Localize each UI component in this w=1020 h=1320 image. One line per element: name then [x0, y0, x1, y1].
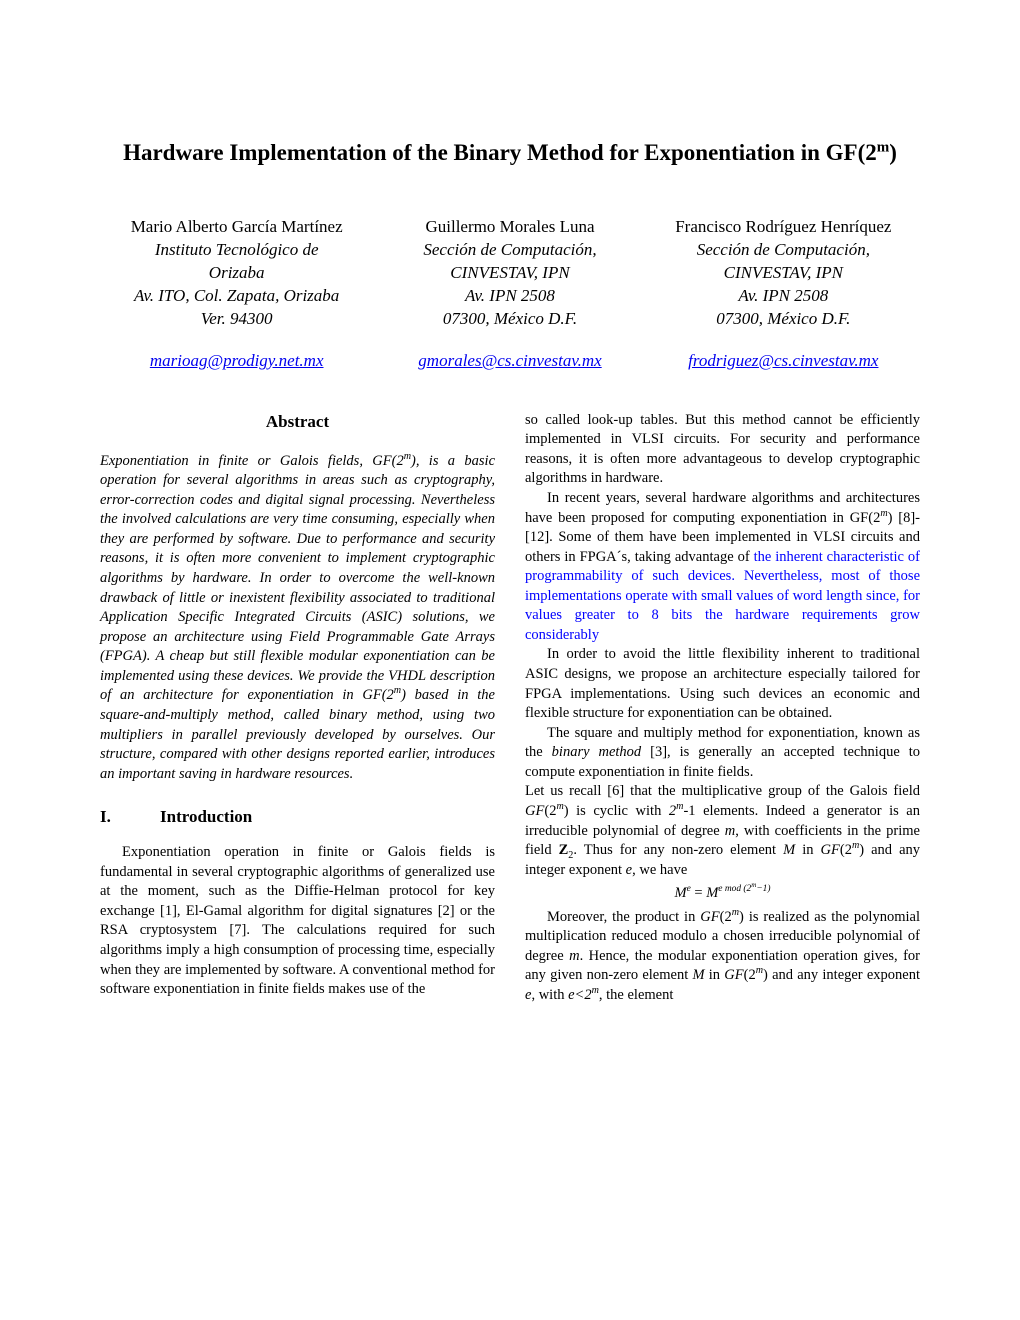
eq-M: M: [674, 885, 686, 901]
body-paragraph: Let us recall [6] that the multiplicativ…: [525, 782, 920, 880]
superscript-m: m: [852, 840, 859, 851]
italic-m: m: [725, 823, 735, 839]
body-paragraph: so called look-up tables. But this metho…: [525, 411, 920, 489]
author-affiliation: Sección de Computación,: [373, 239, 646, 262]
author-block-2: Guillermo Morales Luna Sección de Comput…: [373, 216, 646, 331]
body-text: , with: [531, 987, 568, 1003]
body-paragraph: Moreover, the product in GF(2m) is reali…: [525, 908, 920, 1006]
eq-equals: =: [691, 885, 706, 901]
italic-constraint: e<2: [568, 987, 591, 1003]
author-affiliation: CINVESTAV, IPN: [647, 262, 920, 285]
author-address: Ver. 94300: [100, 308, 373, 331]
italic-GF: GF: [700, 909, 719, 925]
abstract-paragraph: Exponentiation in finite or Galois field…: [100, 452, 495, 785]
superscript-m: m: [556, 801, 563, 812]
superscript-m: m: [592, 985, 599, 996]
section-1-heading: I.Introduction: [100, 806, 495, 829]
body-text: in: [705, 967, 725, 983]
author-address: 07300, México D.F.: [647, 308, 920, 331]
italic-m: m: [569, 948, 579, 964]
author-block-1: Mario Alberto García Martínez Instituto …: [100, 216, 373, 331]
paper-title: Hardware Implementation of the Binary Me…: [100, 140, 920, 166]
italic-GF: GF: [724, 967, 743, 983]
author-address: 07300, México D.F.: [373, 308, 646, 331]
author-affiliation: Sección de Computación,: [647, 239, 920, 262]
author-email-2: gmorales@cs.cinvestav.mx: [373, 351, 646, 371]
body-paragraph: In order to avoid the little flexibility…: [525, 645, 920, 723]
superscript-m: m: [756, 966, 763, 977]
body-text: is cyclic with: [569, 803, 669, 819]
italic-GF: GF: [525, 803, 544, 819]
section-title: Introduction: [160, 807, 252, 826]
author-address: Av. IPN 2508: [373, 285, 646, 308]
right-column: so called look-up tables. But this metho…: [525, 411, 920, 1006]
author-email-1: marioag@prodigy.net.mx: [100, 351, 373, 371]
italic-GF: GF: [821, 842, 840, 858]
superscript-m: m: [880, 508, 887, 519]
eq-exp: e mod (2: [718, 884, 751, 894]
body-text: and any integer exponent: [768, 967, 920, 983]
superscript-m: m: [732, 907, 739, 918]
author-name: Mario Alberto García Martínez: [100, 216, 373, 239]
author-address: Av. ITO, Col. Zapata, Orizaba: [100, 285, 373, 308]
title-text-post: ): [889, 140, 897, 165]
emails-row: marioag@prodigy.net.mx gmorales@cs.cinve…: [100, 351, 920, 371]
abstract-heading: Abstract: [100, 411, 495, 434]
equation-1: Me = Me mod (2m−1): [525, 884, 920, 904]
body-paragraph: The square and multiply method for expon…: [525, 724, 920, 783]
text-2: 2: [748, 967, 755, 983]
eq-M: M: [706, 885, 718, 901]
body-text: , we have: [632, 862, 687, 878]
paper-page: Hardware Implementation of the Binary Me…: [0, 0, 1020, 1320]
left-column: Abstract Exponentiation in finite or Gal…: [100, 411, 495, 1006]
abstract-text: Exponentiation in finite or Galois field…: [100, 453, 404, 469]
body-text: In recent years, several hardware algori…: [525, 490, 920, 526]
author-name: Francisco Rodríguez Henríquez: [647, 216, 920, 239]
superscript-m: m: [394, 686, 401, 697]
intro-paragraph-1: Exponentiation operation in finite or Ga…: [100, 843, 495, 1000]
body-text: Let us recall [6] that the multiplicativ…: [525, 783, 920, 799]
italic-M: M: [692, 967, 704, 983]
author-block-3: Francisco Rodríguez Henríquez Sección de…: [647, 216, 920, 331]
email-link[interactable]: marioag@prodigy.net.mx: [150, 351, 324, 370]
author-affiliation: CINVESTAV, IPN: [373, 262, 646, 285]
italic-M: M: [783, 842, 795, 858]
author-name: Guillermo Morales Luna: [373, 216, 646, 239]
author-affiliation: Instituto Tecnológico de: [100, 239, 373, 262]
author-affiliation: Orizaba: [100, 262, 373, 285]
body-text: . Thus for any non-zero element: [573, 842, 783, 858]
body-paragraph: In recent years, several hardware algori…: [525, 489, 920, 646]
bold-Z: Z: [559, 842, 569, 858]
body-text: Moreover, the product in: [547, 909, 700, 925]
email-link[interactable]: gmorales@cs.cinvestav.mx: [418, 351, 601, 370]
authors-row: Mario Alberto García Martínez Instituto …: [100, 216, 920, 331]
superscript-m: m: [404, 451, 411, 462]
body-text: in: [795, 842, 820, 858]
text-2: 2: [845, 842, 852, 858]
two-column-body: Abstract Exponentiation in finite or Gal…: [100, 411, 920, 1006]
abstract-text: ), is a basic operation for several algo…: [100, 453, 495, 704]
eq-exp: −1): [756, 884, 770, 894]
text-2: 2: [724, 909, 731, 925]
email-link[interactable]: frodriguez@cs.cinvestav.mx: [688, 351, 878, 370]
title-text-pre: Hardware Implementation of the Binary Me…: [123, 140, 877, 165]
body-text: , the element: [599, 987, 673, 1003]
title-superscript: m: [877, 139, 890, 155]
italic-term: binary method: [552, 744, 642, 760]
author-address: Av. IPN 2508: [647, 285, 920, 308]
author-email-3: frodriguez@cs.cinvestav.mx: [647, 351, 920, 371]
section-number: I.: [100, 806, 160, 829]
